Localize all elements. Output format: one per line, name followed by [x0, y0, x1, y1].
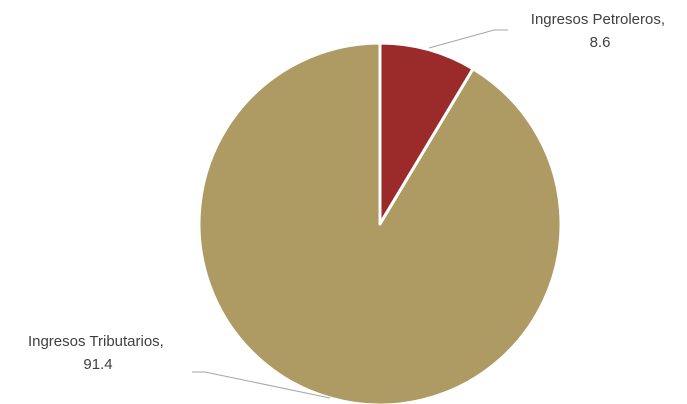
data-label-tributarios-name: Ingresos Tributarios, [28, 333, 164, 350]
pie-slice-ingresos-petroleros [378, 41, 475, 226]
pie-slices [197, 41, 563, 404]
data-label-tributarios-value: 91.4 [83, 356, 112, 373]
data-label-petroleros-value: 8.6 [590, 34, 611, 51]
leader-line-petroleros [428, 29, 508, 49]
data-label-petroleros: Ingresos Petroleros, 8.6 [531, 11, 669, 51]
data-label-petroleros-name: Ingresos Petroleros, [531, 11, 665, 28]
data-label-tributarios: Ingresos Tributarios, 91.4 [28, 333, 168, 373]
leader-line-tributarios [192, 371, 331, 399]
pie-slice-ingresos-tributarios [197, 41, 563, 404]
